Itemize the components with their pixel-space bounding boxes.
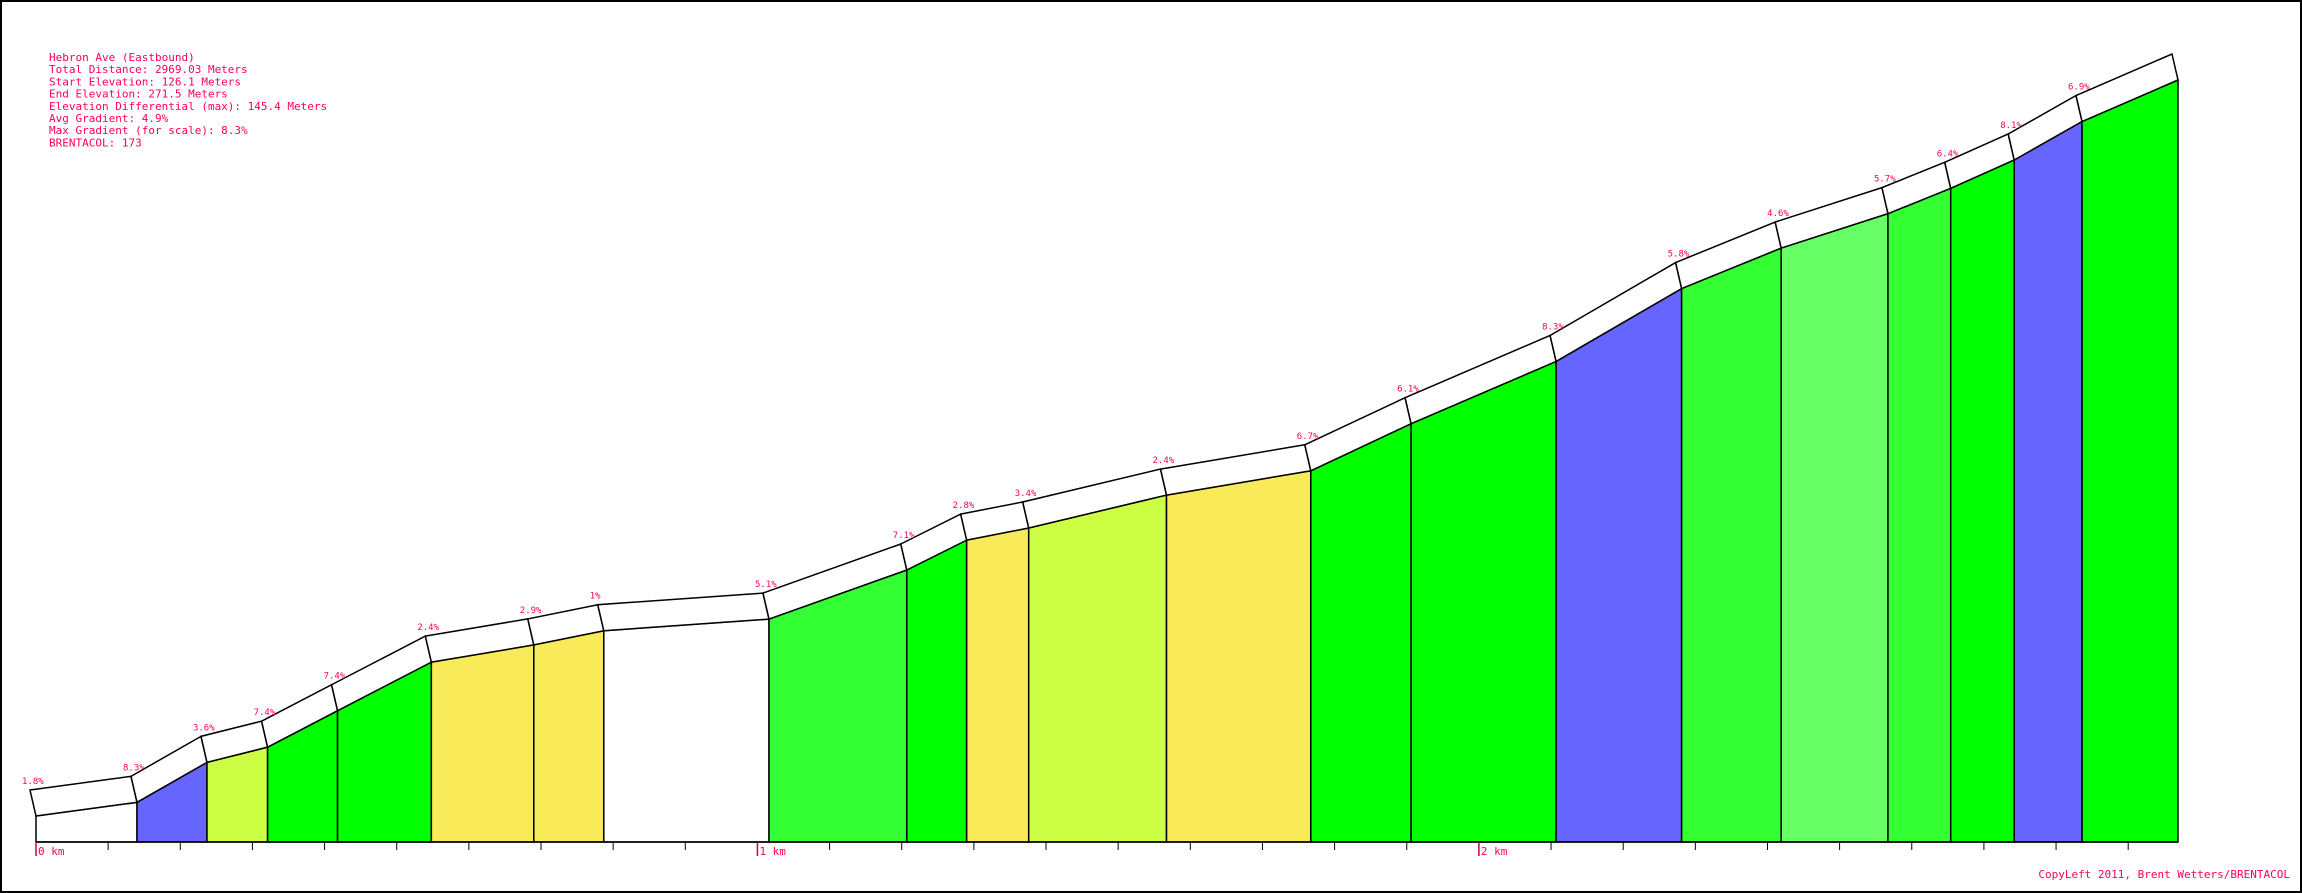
- segment-16: [1555, 287, 1683, 843]
- segment-18: [1780, 212, 1889, 843]
- grade-label-7: 2.9%: [520, 606, 542, 616]
- segment-12: [1027, 494, 1168, 843]
- grade-label-18: 4.6%: [1767, 209, 1789, 219]
- grade-label-5: 7.4%: [324, 672, 346, 682]
- copyright-text: CopyLeft 2011, Brent Wetters/BRENTACOL: [2038, 868, 2290, 881]
- road-segment-22: [2075, 52, 2179, 123]
- grade-label-3: 3.6%: [193, 723, 215, 733]
- grade-label-19: 5.7%: [1874, 175, 1896, 185]
- segment-15: [1410, 360, 1557, 843]
- segment-19: [1887, 187, 1952, 843]
- grade-label-16: 8.3%: [1542, 322, 1564, 332]
- segment-11: [965, 527, 1030, 843]
- tick-label-0: 0 km: [38, 845, 65, 858]
- grade-label-8: 1%: [590, 592, 601, 602]
- info-line-6: Avg Gradient: 4.9%: [49, 112, 169, 125]
- grade-label-13: 2.4%: [1153, 456, 1175, 466]
- grade-label-21: 8.1%: [2000, 121, 2022, 131]
- segment-3: [206, 746, 269, 843]
- segment-6: [430, 644, 535, 843]
- grade-label-4: 7.4%: [254, 708, 276, 718]
- grade-label-20: 6.4%: [1937, 149, 1959, 159]
- segment-21: [2013, 120, 2083, 843]
- tick-label-1: 1 km: [759, 845, 786, 858]
- info-line-3: Start Elevation: 126.1 Meters: [49, 75, 241, 88]
- elevation-segments: [35, 78, 2179, 843]
- segment-7: [533, 629, 605, 843]
- grade-label-6: 2.4%: [417, 623, 439, 633]
- route-info: Hebron Ave (Eastbound)Total Distance: 29…: [49, 51, 327, 149]
- grade-label-14: 6.7%: [1297, 432, 1319, 442]
- grade-label-15: 6.1%: [1397, 385, 1419, 395]
- distance-axis: 0 km 1 km 2 km: [35, 841, 2178, 858]
- grade-label-11: 2.8%: [953, 501, 975, 511]
- segment-13: [1165, 469, 1312, 843]
- grade-labels: 1.8% 8.3% 3.6% 7.4% 7.4% 2.4% 2.9% 1% 5.1% 7.1% 2.…: [22, 83, 2090, 787]
- info-line-7: Max Gradient (for scale): 8.3%: [49, 124, 248, 137]
- info-line-5: Elevation Differential (max): 145.4 Mete…: [49, 100, 327, 113]
- info-line-4: End Elevation: 271.5 Meters: [49, 88, 228, 101]
- grade-label-2: 8.3%: [123, 763, 145, 773]
- info-line-8: BRENTACOL: 173: [49, 136, 142, 149]
- info-line-1: Hebron Ave (Eastbound): [49, 51, 195, 64]
- road-band: [29, 52, 2179, 817]
- segment-17: [1680, 246, 1782, 843]
- grade-label-17: 5.8%: [1668, 250, 1690, 260]
- grade-label-22: 6.9%: [2068, 83, 2090, 93]
- grade-label-1: 1.8%: [22, 777, 44, 787]
- grade-label-10: 7.1%: [893, 531, 915, 541]
- segment-10: [906, 538, 968, 843]
- grade-label-9: 5.1%: [755, 580, 777, 590]
- segment-14: [1310, 422, 1412, 843]
- grade-label-12: 3.4%: [1015, 489, 1037, 499]
- info-line-2: Total Distance: 2969.03 Meters: [49, 63, 248, 76]
- segment-8: [603, 618, 770, 843]
- tick-label-2: 2 km: [1481, 845, 1508, 858]
- segment-20: [1949, 158, 2015, 843]
- segment-22: [2081, 78, 2179, 843]
